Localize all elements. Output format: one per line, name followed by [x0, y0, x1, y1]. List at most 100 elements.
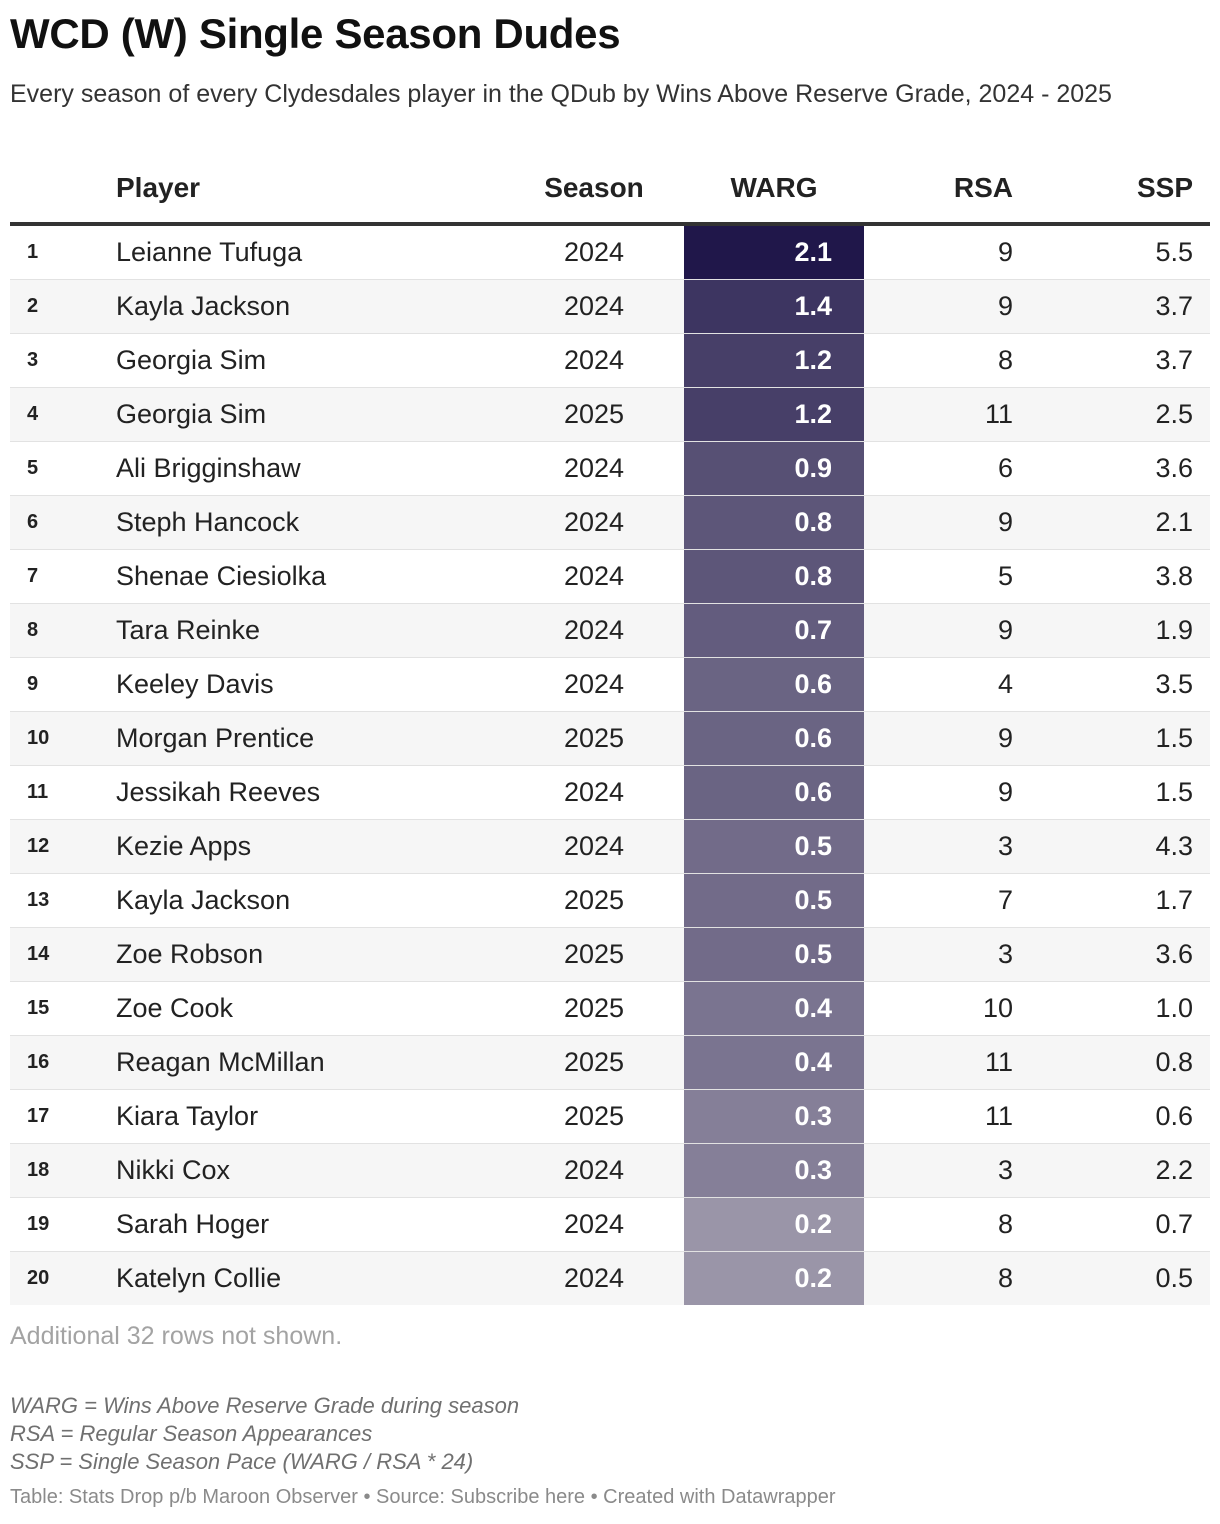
- season-cell: 2025: [563, 1047, 625, 1077]
- header-warg[interactable]: WARG: [730, 172, 818, 203]
- header-player[interactable]: Player: [116, 172, 201, 203]
- ssp-cell: 3.6: [1155, 939, 1193, 969]
- warg-cell: 0.6: [684, 712, 864, 765]
- season-cell: 2024: [563, 453, 625, 483]
- season-cell: 2025: [563, 939, 625, 969]
- header-season[interactable]: Season: [544, 172, 644, 203]
- rank-cell: 8: [27, 619, 39, 641]
- rsa-cell: 3: [997, 939, 1013, 969]
- season-cell: 2024: [563, 831, 625, 861]
- ssp-cell: 2.5: [1155, 399, 1193, 429]
- player-cell: Katelyn Collie: [116, 1263, 282, 1293]
- table-row: 18 Nikki Cox 2024 0.3 3 2.2: [10, 1144, 1210, 1198]
- season-cell: 2024: [563, 561, 625, 591]
- rsa-cell: 9: [997, 237, 1013, 267]
- ssp-cell: 2.1: [1155, 507, 1193, 537]
- rsa-cell: 7: [997, 885, 1013, 915]
- table-row: 7 Shenae Ciesiolka 2024 0.8 5 3.8: [10, 550, 1210, 604]
- table-row: 4 Georgia Sim 2025 1.2 11 2.5: [10, 388, 1210, 442]
- ssp-cell: 2.2: [1155, 1155, 1193, 1185]
- rsa-cell: 8: [997, 345, 1013, 375]
- warg-cell: 0.2: [684, 1198, 864, 1251]
- rank-cell: 16: [27, 1051, 50, 1073]
- note-rsa: RSA = Regular Season Appearances: [10, 1421, 373, 1446]
- rank-cell: 20: [27, 1267, 50, 1289]
- player-cell: Kezie Apps: [116, 831, 252, 861]
- rsa-cell: 9: [997, 291, 1013, 321]
- chart-title: WCD (W) Single Season Dudes: [10, 10, 621, 57]
- player-cell: Reagan McMillan: [116, 1047, 325, 1077]
- rsa-cell: 9: [997, 777, 1013, 807]
- header-rsa[interactable]: RSA: [953, 172, 1013, 203]
- table-row: 19 Sarah Hoger 2024 0.2 8 0.7: [10, 1198, 1210, 1252]
- player-cell: Kayla Jackson: [116, 291, 291, 321]
- warg-cell: 0.6: [684, 766, 864, 819]
- rank-cell: 19: [27, 1213, 50, 1235]
- rank-cell: 13: [27, 889, 50, 911]
- season-cell: 2024: [563, 1263, 625, 1293]
- table-row: 12 Kezie Apps 2024 0.5 3 4.3: [10, 820, 1210, 874]
- player-cell: Nikki Cox: [116, 1155, 231, 1185]
- table-row: 20 Katelyn Collie 2024 0.2 8 0.5: [10, 1252, 1210, 1305]
- table-row: 15 Zoe Cook 2025 0.4 10 1.0: [10, 982, 1210, 1036]
- player-cell: Morgan Prentice: [116, 723, 315, 753]
- season-cell: 2024: [563, 345, 625, 375]
- ssp-cell: 3.5: [1155, 669, 1193, 699]
- warg-cell: 0.9: [684, 442, 864, 495]
- rank-cell: 3: [27, 349, 39, 371]
- warg-cell: 0.3: [684, 1090, 864, 1143]
- rsa-cell: 11: [984, 1101, 1013, 1131]
- table-row: 8 Tara Reinke 2024 0.7 9 1.9: [10, 604, 1210, 658]
- table-row: 2 Kayla Jackson 2024 1.4 9 3.7: [10, 280, 1210, 334]
- player-cell: Georgia Sim: [116, 399, 267, 429]
- rank-cell: 17: [27, 1105, 50, 1127]
- table-body: 1 Leianne Tufuga 2024 2.1 9 5.5 2 Kayla Jackson…: [10, 226, 1210, 1305]
- rsa-cell: 6: [997, 453, 1013, 483]
- player-cell: Leianne Tufuga: [116, 237, 303, 267]
- rank-cell: 4: [27, 403, 39, 425]
- season-cell: 2025: [563, 993, 625, 1023]
- season-cell: 2024: [563, 669, 625, 699]
- rsa-cell: 10: [982, 993, 1013, 1023]
- rank-cell: 9: [27, 673, 39, 695]
- ssp-cell: 0.5: [1155, 1263, 1193, 1293]
- player-cell: Sarah Hoger: [116, 1209, 270, 1239]
- ssp-cell: 1.5: [1155, 777, 1193, 807]
- rsa-cell: 4: [997, 669, 1013, 699]
- rsa-cell: 3: [997, 831, 1013, 861]
- rank-cell: 2: [27, 295, 39, 317]
- player-cell: Zoe Cook: [116, 993, 234, 1023]
- table-row: 13 Kayla Jackson 2025 0.5 7 1.7: [10, 874, 1210, 928]
- table-row: 6 Steph Hancock 2024 0.8 9 2.1: [10, 496, 1210, 550]
- season-cell: 2024: [563, 1155, 625, 1185]
- table-header: Player Season WARG RSA SSP: [10, 160, 1210, 226]
- warg-cell: 0.4: [684, 982, 864, 1035]
- notes: WARG = Wins Above Reserve Grade during s…: [10, 1392, 519, 1476]
- note-ssp: SSP = Single Season Pace (WARG / RSA * 2…: [10, 1449, 474, 1474]
- ssp-cell: 1.7: [1155, 885, 1193, 915]
- player-cell: Zoe Robson: [116, 939, 264, 969]
- table-row: 9 Keeley Davis 2024 0.6 4 3.5: [10, 658, 1210, 712]
- chart-subtitle: Every season of every Clydesdales player…: [10, 80, 1112, 108]
- warg-cell: 0.5: [684, 874, 864, 927]
- ssp-cell: 1.5: [1155, 723, 1193, 753]
- table-row: 5 Ali Brigginshaw 2024 0.9 6 3.6: [10, 442, 1210, 496]
- table-row: 16 Reagan McMillan 2025 0.4 11 0.8: [10, 1036, 1210, 1090]
- table-row: 11 Jessikah Reeves 2024 0.6 9 1.5: [10, 766, 1210, 820]
- player-cell: Tara Reinke: [116, 615, 261, 645]
- table-row: 17 Kiara Taylor 2025 0.3 11 0.6: [10, 1090, 1210, 1144]
- ssp-cell: 1.0: [1155, 993, 1193, 1023]
- footer-credits: Table: Stats Drop p/b Maroon Observer • …: [10, 1486, 836, 1508]
- rsa-cell: 5: [997, 561, 1013, 591]
- player-cell: Kiara Taylor: [116, 1101, 259, 1131]
- rank-cell: 1: [27, 241, 39, 263]
- player-cell: Georgia Sim: [116, 345, 267, 375]
- season-cell: 2025: [563, 885, 625, 915]
- warg-cell: 0.4: [684, 1036, 864, 1089]
- header-ssp[interactable]: SSP: [1136, 172, 1193, 203]
- rank-cell: 11: [27, 781, 49, 803]
- player-cell: Keeley Davis: [116, 669, 274, 699]
- ssp-cell: 5.5: [1155, 237, 1193, 267]
- ssp-cell: 3.8: [1155, 561, 1193, 591]
- rank-cell: 6: [27, 511, 39, 533]
